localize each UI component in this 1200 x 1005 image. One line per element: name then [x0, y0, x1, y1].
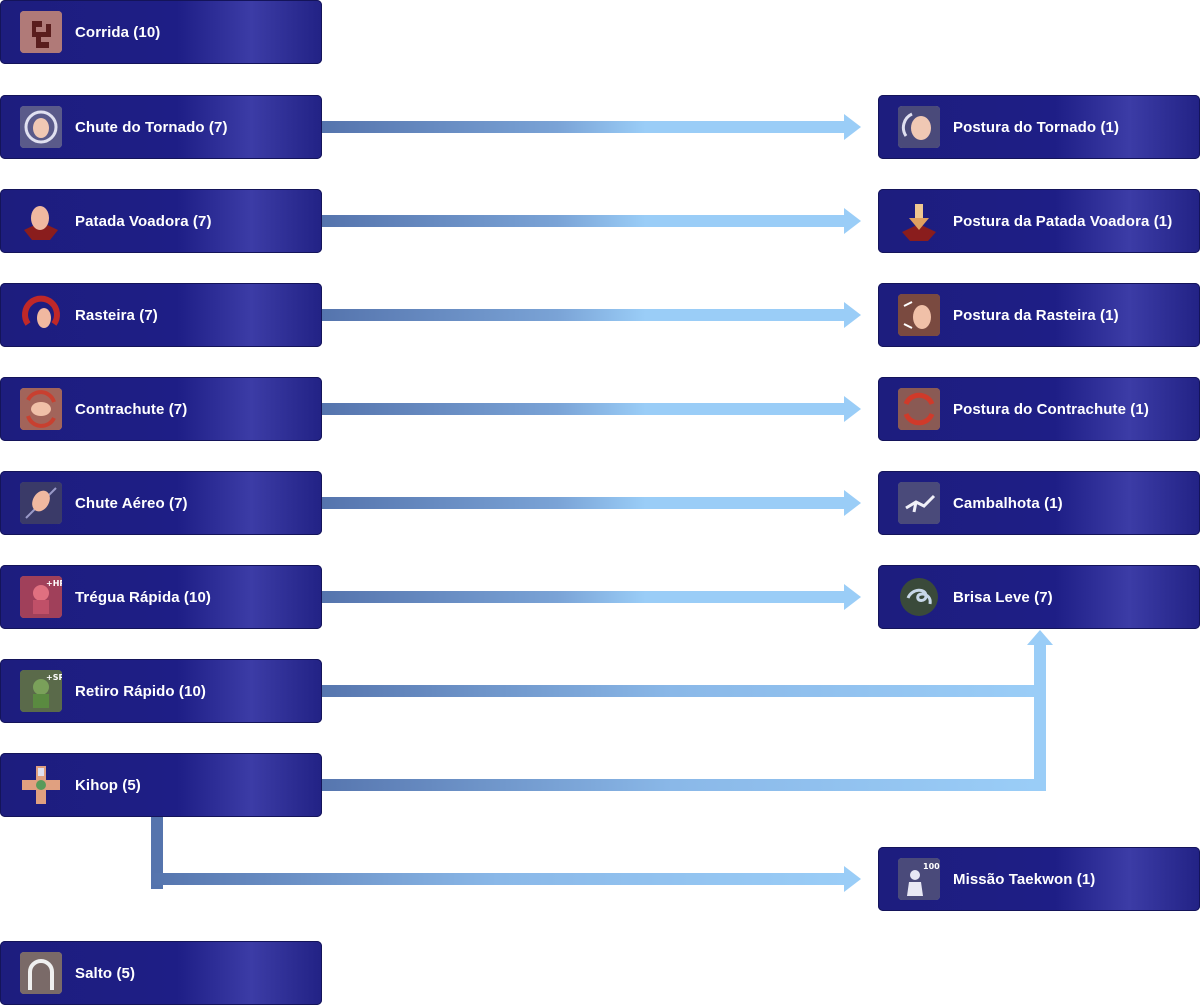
hp-recovery-icon: +HP — [20, 576, 62, 618]
mild-wind-icon — [898, 576, 940, 618]
flying-kick-icon — [20, 200, 62, 242]
skill-tregua-rapida[interactable]: +HP Trégua Rápida (10) — [0, 565, 322, 629]
skill-salto[interactable]: Salto (5) — [0, 941, 322, 1005]
running-foot-icon — [20, 11, 62, 53]
counter-kick-icon — [20, 388, 62, 430]
tornado-kick-icon — [20, 106, 62, 148]
skill-postura-da-rasteira[interactable]: Postura da Rasteira (1) — [878, 283, 1200, 347]
skill-chute-aereo[interactable]: Chute Aéreo (7) — [0, 471, 322, 535]
arrow-chute-tornado — [322, 114, 861, 140]
svg-text:100: 100 — [923, 862, 940, 871]
flying-kick-stance-icon — [898, 200, 940, 242]
skill-kihop[interactable]: Kihop (5) — [0, 753, 322, 817]
skill-contrachute[interactable]: Contrachute (7) — [0, 377, 322, 441]
arrow-chute-aereo — [322, 490, 861, 516]
counter-stance-icon — [898, 388, 940, 430]
tornado-stance-icon — [898, 106, 940, 148]
skill-postura-do-contrachute[interactable]: Postura do Contrachute (1) — [878, 377, 1200, 441]
sp-recovery-icon: +SP — [20, 670, 62, 712]
arrow-patada-voadora — [322, 208, 861, 234]
arrow-kihop-missao — [151, 816, 861, 892]
arrow-tregua-rapida — [322, 584, 861, 610]
arrow-kihop-brisa — [312, 779, 1034, 791]
sweep-stance-icon — [898, 294, 940, 336]
taekwon-mission-icon: 100 — [898, 858, 940, 900]
arrow-retiro-rapido — [312, 685, 1034, 697]
skill-patada-voadora[interactable]: Patada Voadora (7) — [0, 189, 322, 253]
arrow-contrachute — [322, 396, 861, 422]
skill-cambalhota[interactable]: Cambalhota (1) — [878, 471, 1200, 535]
svg-text:+HP: +HP — [46, 579, 62, 588]
air-kick-icon — [20, 482, 62, 524]
skill-postura-da-patada-voadora[interactable]: Postura da Patada Voadora (1) — [878, 189, 1200, 253]
sweep-kick-icon — [20, 294, 62, 336]
leap-arch-icon — [20, 952, 62, 994]
skill-retiro-rapido[interactable]: +SP Retiro Rápido (10) — [0, 659, 322, 723]
arrow-merge-to-brisa-leve — [1027, 630, 1053, 791]
skill-postura-do-tornado[interactable]: Postura do Tornado (1) — [878, 95, 1200, 159]
skill-brisa-leve[interactable]: Brisa Leve (7) — [878, 565, 1200, 629]
svg-text:+SP: +SP — [46, 673, 62, 682]
skill-chute-do-tornado[interactable]: Chute do Tornado (7) — [0, 95, 322, 159]
arrow-rasteira — [322, 302, 861, 328]
skill-corrida[interactable]: Corrida (10) — [0, 0, 322, 64]
kihop-cross-icon — [20, 764, 62, 806]
tumble-icon — [898, 482, 940, 524]
skill-rasteira[interactable]: Rasteira (7) — [0, 283, 322, 347]
skill-missao-taekwon[interactable]: 100 Missão Taekwon (1) — [878, 847, 1200, 911]
